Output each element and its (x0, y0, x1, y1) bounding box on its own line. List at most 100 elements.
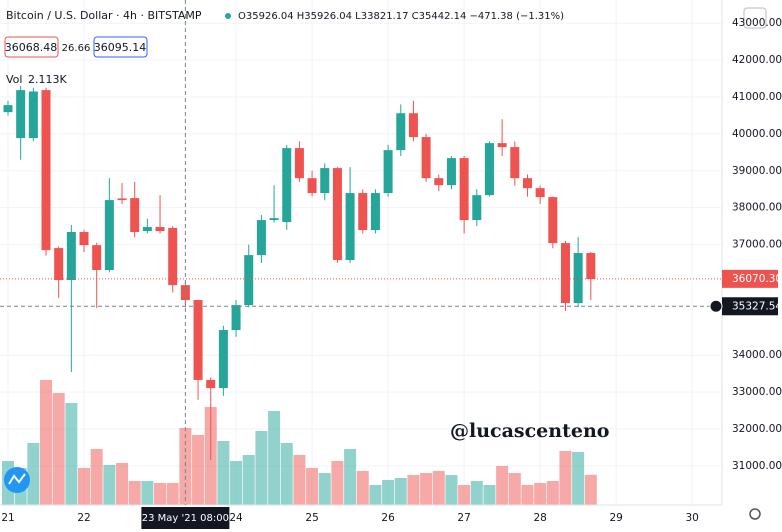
candle-body (522, 178, 532, 189)
candle-body (130, 198, 140, 233)
candle-body (307, 178, 317, 194)
volume-bar (116, 463, 129, 505)
volume-bar (40, 380, 53, 505)
x-tick-label: 22 (77, 512, 90, 524)
candle-body (484, 143, 494, 196)
candle-body (41, 90, 51, 251)
volume-bar (154, 483, 167, 505)
status-dot (225, 13, 231, 19)
logo-glyph (8, 473, 26, 485)
volume-bar (382, 480, 395, 505)
candle-body (193, 300, 203, 380)
x-tick-label: 27 (457, 512, 470, 524)
candle-body (472, 195, 482, 221)
y-tick-label: 42000.00 (732, 54, 782, 66)
candle-body (256, 220, 266, 256)
volume-bar (280, 443, 293, 505)
bid-box[interactable] (4, 36, 59, 58)
crosshair-price-box (722, 297, 778, 316)
volume-bar (344, 449, 357, 505)
volume-bar (90, 449, 103, 505)
x-tick-label: 28 (533, 512, 546, 524)
candle-body (510, 147, 520, 179)
crosshair-time-label: 23 May '21 08:00 (142, 513, 229, 524)
volume-bar (458, 485, 471, 505)
crosshair-plus (709, 299, 723, 313)
last-price-label: 36070.30 (732, 273, 782, 285)
candle-body (383, 150, 393, 194)
bid: 36068.48 (5, 41, 58, 54)
candle-body (408, 113, 418, 138)
candle-body (332, 168, 342, 261)
candle-body (92, 245, 102, 271)
volume-bar (318, 473, 331, 505)
candle-body (548, 197, 558, 244)
volume-bar (268, 411, 281, 505)
gear-icon[interactable] (749, 508, 761, 520)
candle-body (345, 193, 355, 261)
volume-bar (255, 431, 268, 505)
candle-body (218, 330, 228, 389)
candle-body (231, 305, 241, 331)
volume-bar (52, 393, 65, 505)
crosshair-time-box (141, 507, 230, 529)
volume-bar (230, 461, 243, 505)
volume-bar (166, 483, 179, 505)
volume-bar (521, 485, 534, 505)
volume-bar (420, 473, 433, 505)
volume-title: Vol (6, 73, 22, 86)
candle-body (370, 193, 380, 231)
volume-bar (496, 466, 509, 505)
candle-body (168, 227, 178, 286)
last-price-box (722, 269, 778, 288)
crosshair-price-label: 35327.54 (732, 300, 782, 312)
volume-bar (78, 468, 91, 505)
candle-body (586, 253, 596, 280)
candle-body (54, 248, 64, 281)
ask-box[interactable] (93, 36, 148, 58)
candle-body (117, 198, 127, 201)
ask: 36095.14 (94, 41, 147, 54)
candle-body (421, 137, 431, 179)
candle-body (459, 158, 469, 221)
spread: 26.66 (62, 43, 91, 54)
candle-body (497, 143, 507, 148)
candle-body (28, 91, 38, 139)
y-tick-label: 33000.00 (732, 386, 782, 398)
candle-body (294, 148, 304, 179)
candle-body (180, 285, 190, 301)
candle-body (396, 113, 406, 151)
volume-bar (141, 481, 154, 505)
candle-body (560, 243, 570, 304)
candle-body (282, 148, 292, 223)
candle-body (320, 168, 330, 194)
volume-bar (179, 428, 192, 505)
volume-bar (559, 451, 572, 505)
candle-body (446, 158, 456, 186)
candle-body (358, 193, 368, 231)
candle-body (16, 90, 26, 139)
y-tick-label: 39000.00 (732, 165, 782, 177)
candle-body (66, 232, 76, 281)
volume-bar (483, 485, 496, 505)
volume-bar (546, 481, 559, 505)
candle-body (573, 253, 583, 304)
candle-body (155, 227, 165, 232)
x-tick-label: 30 (685, 512, 698, 524)
plot (0, 0, 722, 505)
candle-body (142, 227, 152, 232)
x-tick-label: 25 (305, 512, 318, 524)
y-tick-label: 34000.00 (732, 349, 782, 361)
volume-value: 2.113K (28, 73, 67, 86)
volume-bar (508, 473, 521, 505)
volume-bar (65, 403, 78, 505)
y-tick-label: 37000.00 (732, 239, 782, 251)
candle-body (79, 232, 89, 246)
volume-bar (369, 485, 382, 505)
settings-icon[interactable] (743, 7, 767, 29)
volume-bar (192, 435, 205, 505)
volume-bar (407, 475, 420, 505)
candle-body (104, 200, 114, 271)
